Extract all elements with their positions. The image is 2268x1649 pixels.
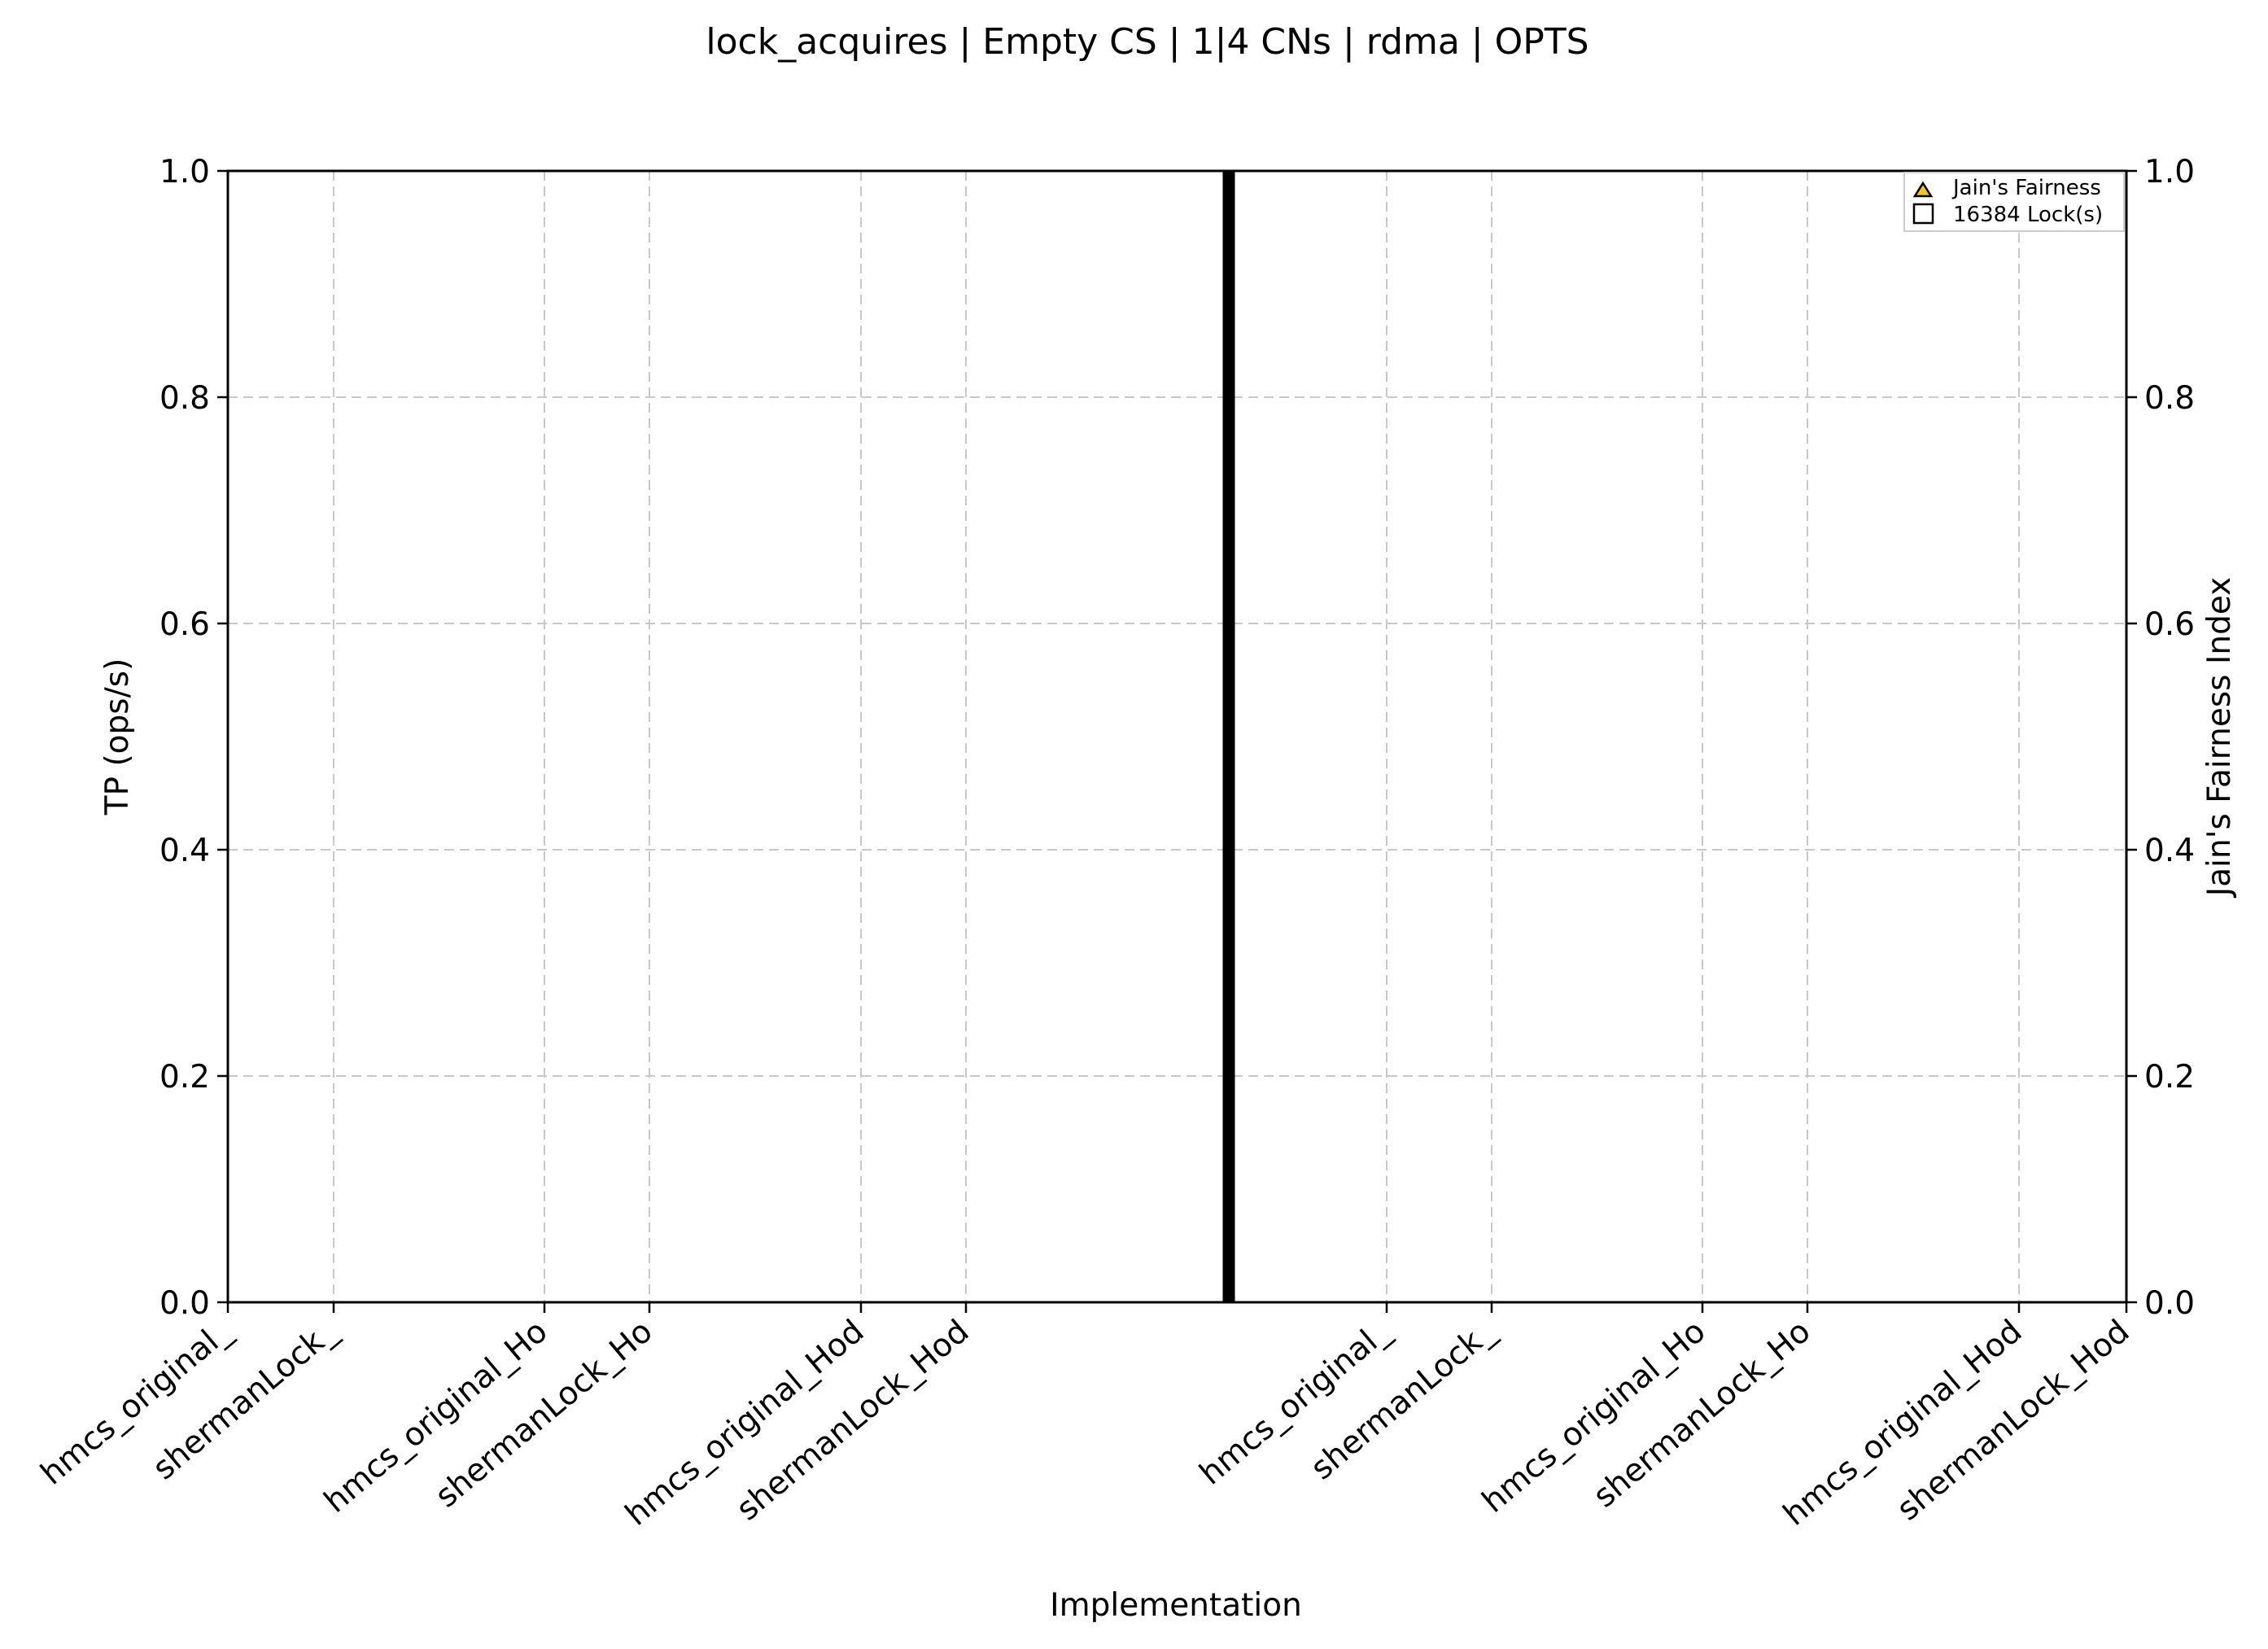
x-axis-label: Implementation bbox=[1050, 1587, 1302, 1624]
y-tick-label: 0.8 bbox=[160, 380, 210, 417]
legend-marker-triangle bbox=[1912, 181, 1934, 198]
left-axis: 0.0 0.2 0.4 0.6 0.8 1.0 bbox=[160, 154, 228, 1322]
legend: Jain's Fairness 16384 Lock(s) bbox=[1903, 172, 2125, 232]
y-axis-label: TP (ops/s) bbox=[99, 658, 136, 816]
y-right-tick-label: 0.0 bbox=[2144, 1285, 2195, 1322]
legend-frame bbox=[1903, 172, 2125, 232]
y-axis-right-label: Jain's Fairness Index bbox=[2201, 577, 2238, 899]
y-right-tick-label: 0.2 bbox=[2144, 1059, 2195, 1096]
chart-title: lock_acquires | Empty CS | 1|4 CNs | rdm… bbox=[706, 21, 1588, 63]
y-right-tick-label: 0.4 bbox=[2144, 833, 2195, 869]
y-right-tick-label: 1.0 bbox=[2144, 154, 2195, 190]
y-tick-label: 0.2 bbox=[160, 1059, 210, 1096]
plot-frame bbox=[226, 169, 2128, 1304]
legend-label-fairness: Jain's Fairness bbox=[1951, 176, 2101, 200]
y-tick-label: 0.4 bbox=[160, 833, 210, 869]
grid-layer bbox=[228, 171, 2126, 1302]
right-axis: 0.0 0.2 0.4 0.6 0.8 1.0 bbox=[2126, 154, 2195, 1322]
legend-label-locks: 16384 Lock(s) bbox=[1953, 203, 2103, 227]
legend-marker-square bbox=[1912, 203, 1934, 225]
y-right-tick-label: 0.6 bbox=[2144, 606, 2195, 643]
y-tick-label: 0.6 bbox=[160, 606, 210, 643]
y-tick-label: 0.0 bbox=[160, 1285, 210, 1322]
y-right-tick-label: 0.8 bbox=[2144, 380, 2195, 417]
y-tick-label: 1.0 bbox=[160, 154, 210, 190]
